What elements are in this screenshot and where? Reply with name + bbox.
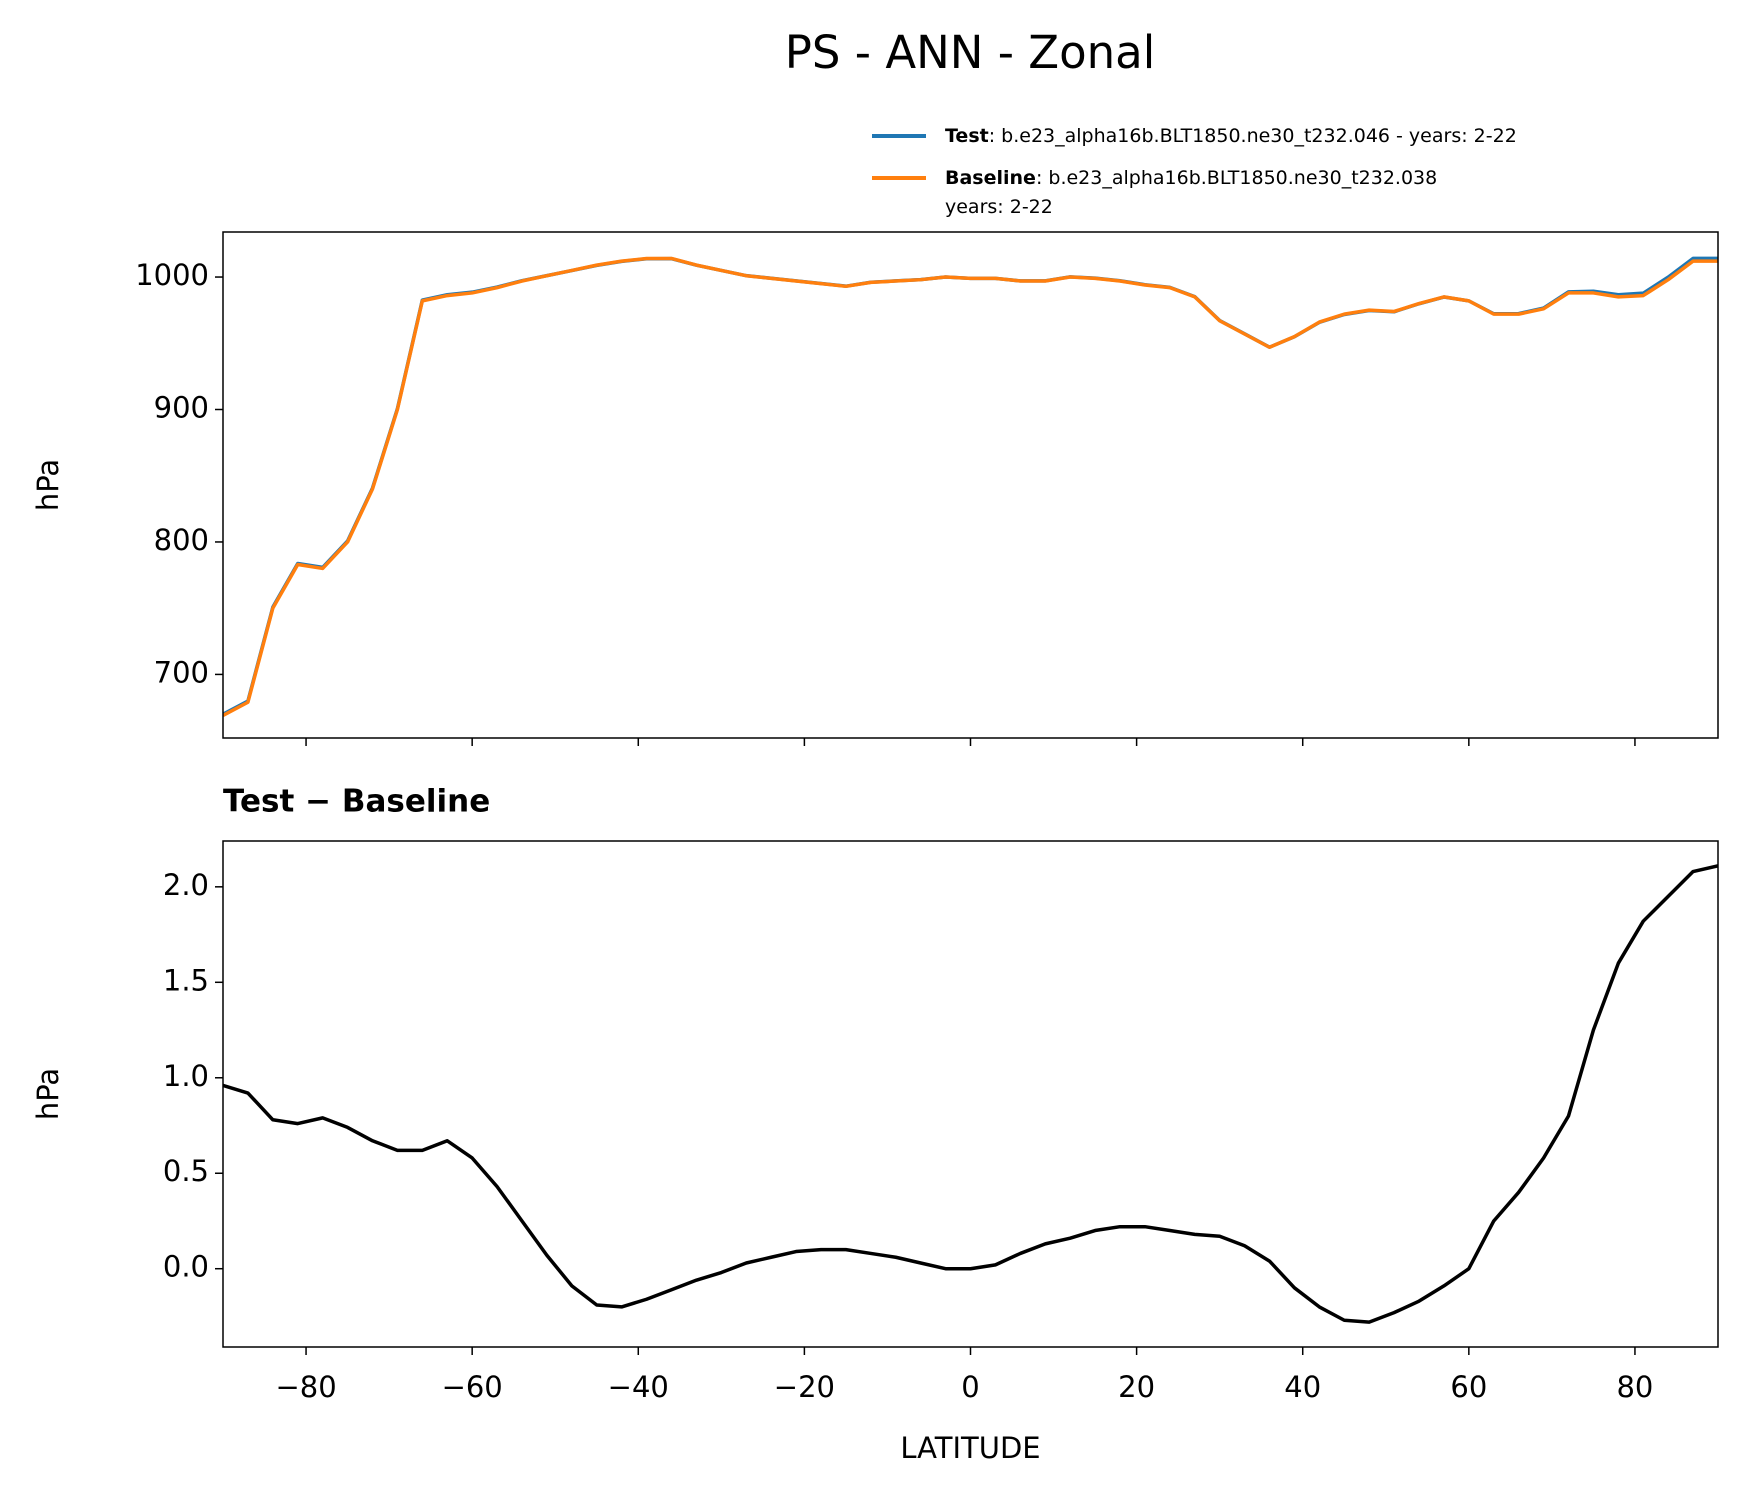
legend-name: Test: [945, 125, 989, 147]
legend-label: Test: b.e23_alpha16b.BLT1850.ne30_t232.0…: [945, 125, 1517, 147]
legend-name: Baseline: [945, 167, 1036, 189]
x-tick-label: −80: [275, 1370, 336, 1404]
data-line: [223, 256, 1718, 718]
legend-detail: : b.e23_alpha16b.BLT1850.ne30_t232.046 -…: [989, 125, 1517, 147]
y-tick-label: 1000: [135, 258, 209, 292]
subplot-title: Test − Baseline: [223, 784, 490, 820]
x-tick-label: 40: [1284, 1370, 1321, 1404]
x-tick-label: 60: [1450, 1370, 1487, 1404]
data-line: [223, 256, 1718, 716]
legend-label: Baseline: b.e23_alpha16b.BLT1850.ne30_t2…: [945, 167, 1437, 189]
x-axis-label: LATITUDE: [900, 1431, 1040, 1465]
legend-detail: years: 2-22: [945, 196, 1053, 218]
y-tick-label: 1.5: [163, 963, 209, 997]
y-tick-label: 2.0: [163, 868, 209, 902]
x-tick-label: −20: [774, 1370, 835, 1404]
y-tick-label: 900: [154, 390, 209, 424]
x-tick-label: 0: [961, 1370, 979, 1404]
y-axis-label: hPa: [31, 459, 65, 511]
legend-label: years: 2-22: [945, 196, 1053, 218]
axes-frame: [222, 840, 1719, 1348]
y-tick-label: 0.5: [163, 1154, 209, 1188]
y-tick-label: 0.0: [163, 1250, 209, 1284]
y-tick-label: 800: [154, 523, 209, 557]
figure-title: PS - ANN - Zonal: [785, 26, 1155, 79]
x-tick-label: 80: [1616, 1370, 1653, 1404]
x-tick-label: 20: [1118, 1370, 1155, 1404]
y-tick-label: 700: [154, 655, 209, 689]
y-axis-label: hPa: [31, 1068, 65, 1120]
axes-frame: [222, 231, 1719, 739]
y-tick-label: 1.0: [163, 1059, 209, 1093]
x-tick-label: −60: [442, 1370, 503, 1404]
x-tick-label: −40: [608, 1370, 669, 1404]
legend-detail: : b.e23_alpha16b.BLT1850.ne30_t232.038: [1036, 167, 1437, 189]
data-line: [223, 864, 1718, 1324]
